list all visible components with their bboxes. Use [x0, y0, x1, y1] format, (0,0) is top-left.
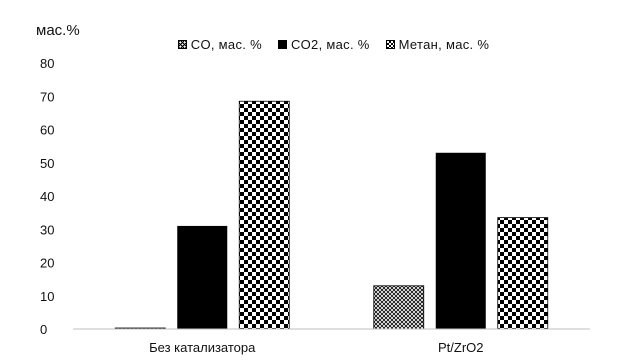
x-category-label: Без катализатора [149, 340, 256, 355]
x-axis-ticks: Без катализатора Pt/ZrO2 [149, 340, 483, 355]
legend-item-methane: Метан, мас. % [385, 37, 490, 52]
y-tick-label: 80 [40, 56, 54, 71]
y-tick-label: 70 [40, 89, 54, 104]
y-tick-label: 50 [40, 156, 54, 171]
y-tick-label: 60 [40, 123, 54, 138]
bar-series-2-category-0 [238, 100, 290, 330]
y-tick-label: 40 [40, 189, 54, 204]
bar-series-1-category-0 [177, 225, 228, 329]
legend-label-co: CO, мас. % [190, 37, 262, 52]
y-axis-label: мас.% [36, 22, 80, 39]
y-tick-label: 30 [40, 222, 54, 237]
bars-group [114, 100, 549, 330]
y-tick-label: 0 [40, 322, 47, 337]
legend-swatch-solid [277, 40, 287, 49]
legend-item-co2: CO2, мас. % [277, 37, 370, 52]
legend-swatch-crosshatch [177, 40, 187, 49]
bar-series-1-category-1 [435, 152, 486, 329]
y-axis-ticks: 0 10 20 30 40 50 60 70 80 [40, 56, 54, 337]
legend-label-co2: CO2, мас. % [290, 37, 370, 52]
bar-series-2-category-1 [497, 217, 549, 330]
legend-item-co: CO, мас. % [177, 37, 262, 52]
bar-series-0-category-1 [373, 285, 425, 330]
y-tick-label: 20 [40, 256, 54, 271]
x-category-label: Pt/ZrO2 [438, 340, 484, 355]
y-tick-label: 10 [40, 289, 54, 304]
legend: CO, мас. % CO2, мас. % Метан, мас. % [0, 37, 627, 52]
legend-swatch-checker [385, 40, 395, 49]
legend-label-methane: Метан, мас. % [398, 37, 490, 52]
